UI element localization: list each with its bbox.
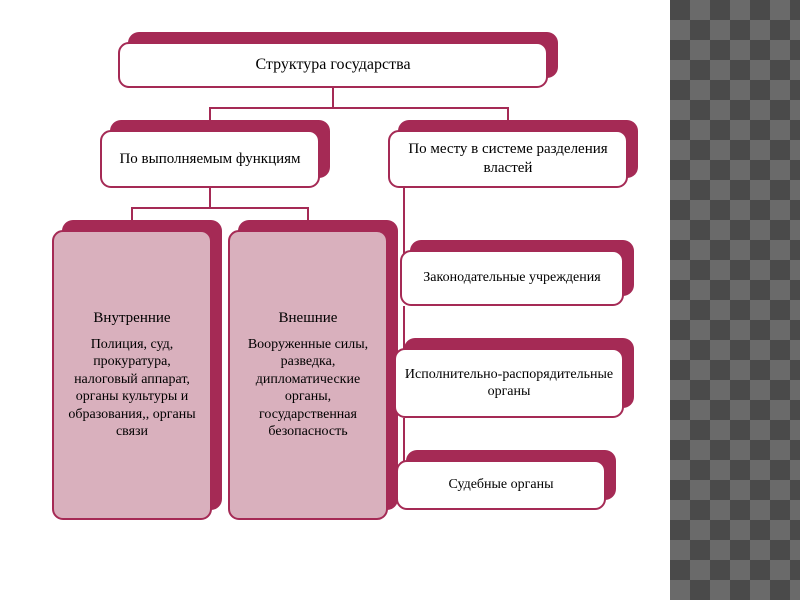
node-label: По выполняемым функциям xyxy=(119,150,300,169)
node-label: Судебные органы xyxy=(448,476,553,494)
node-leaf-executive: Исполнительно-распорядительные органы xyxy=(394,348,624,418)
node-leaf-legislative: Законодательные учреждения xyxy=(400,250,624,306)
node-leaf-external: Внешние Вооруженные силы, разведка, дипл… xyxy=(228,230,388,520)
node-branch-functions: По выполняемым функциям xyxy=(100,130,320,188)
node-label: Структура государства xyxy=(255,55,410,75)
node-title: Внутренние xyxy=(93,309,170,328)
node-body: Полиция, суд, прокуратура, налоговый апп… xyxy=(60,336,204,441)
node-body: Вооруженные силы, разведка, дипломатичес… xyxy=(236,336,380,441)
hierarchy-diagram: Структура государства По выполняемым фун… xyxy=(0,0,670,600)
node-label: Законодательные учреждения xyxy=(423,269,600,287)
sideband-pattern xyxy=(670,0,800,600)
node-leaf-judicial: Судебные органы xyxy=(396,460,606,510)
node-root: Структура государства xyxy=(118,42,548,88)
node-branch-powers: По месту в системе разделения властей xyxy=(388,130,628,188)
node-label: По месту в системе разделения властей xyxy=(396,140,620,178)
node-leaf-internal: Внутренние Полиция, суд, прокуратура, на… xyxy=(52,230,212,520)
node-label: Исполнительно-распорядительные органы xyxy=(402,366,616,401)
node-title: Внешние xyxy=(279,309,338,328)
slide-stage: Структура государства По выполняемым фун… xyxy=(0,0,800,600)
